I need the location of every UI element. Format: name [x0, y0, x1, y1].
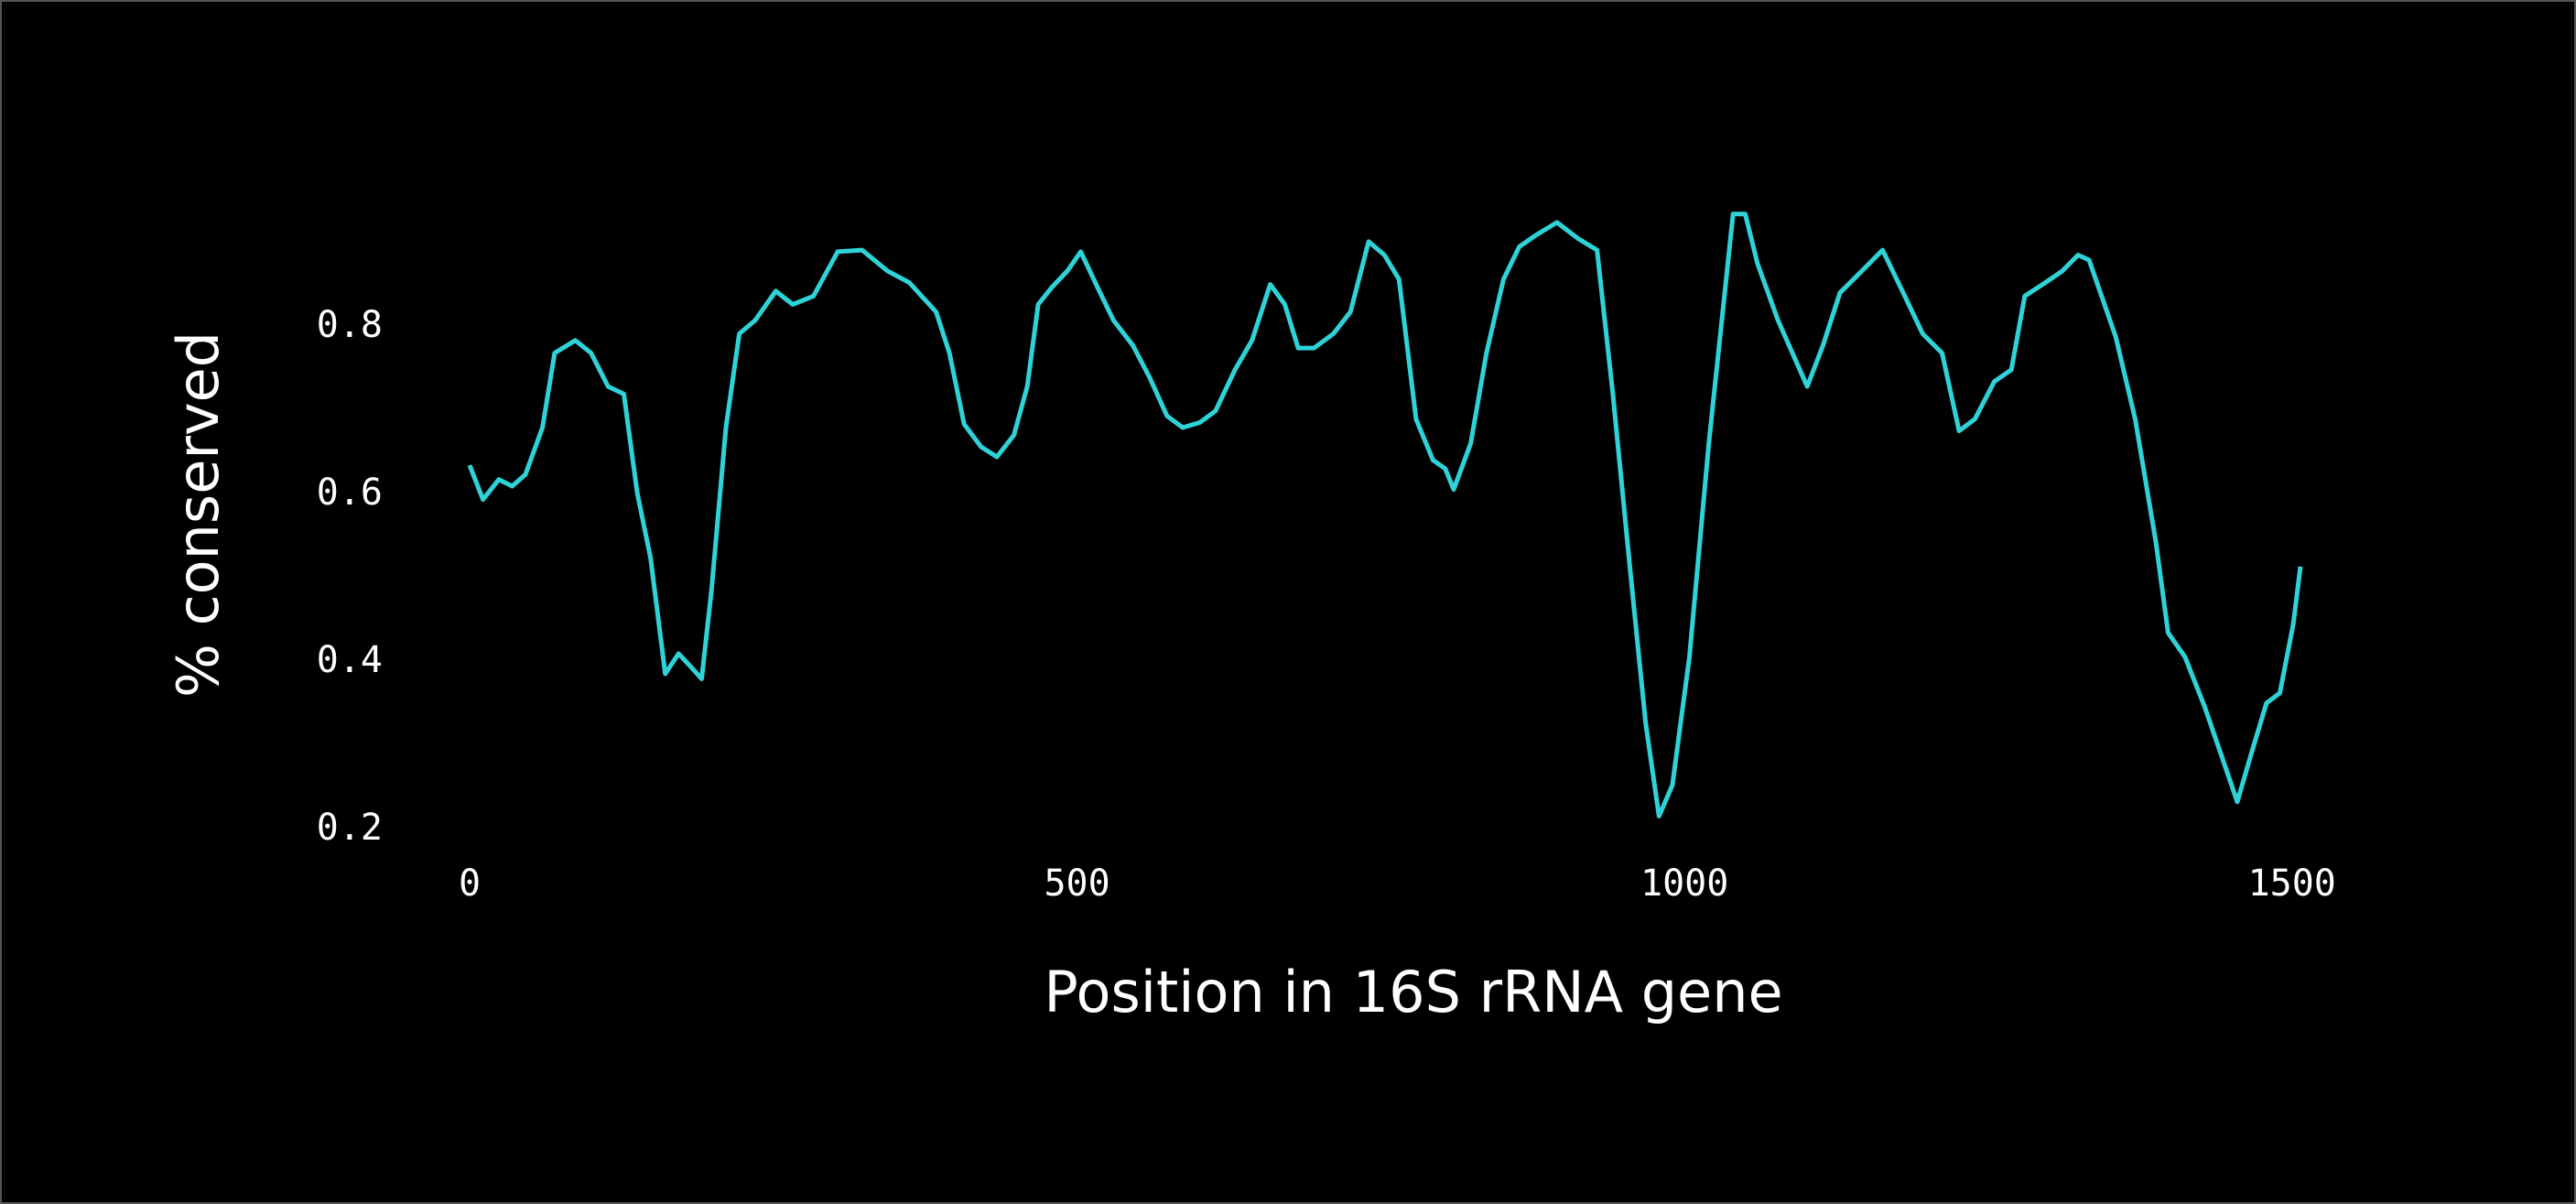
y-tick-label: 0.8	[317, 304, 383, 346]
y-axis-title: % conserved	[165, 331, 232, 698]
y-tick-label: 0.2	[317, 807, 383, 849]
x-tick-label: 500	[1044, 862, 1109, 905]
data-line	[467, 212, 2303, 819]
y-tick-label: 0.6	[317, 472, 383, 514]
x-tick-label: 0	[459, 862, 481, 905]
x-tick-label: 1000	[1640, 862, 1728, 905]
x-tick-label: 1500	[2248, 862, 2336, 905]
x-axis-title: Position in 16S rRNA gene	[1044, 959, 1782, 1025]
y-tick-label: 0.4	[317, 639, 383, 681]
